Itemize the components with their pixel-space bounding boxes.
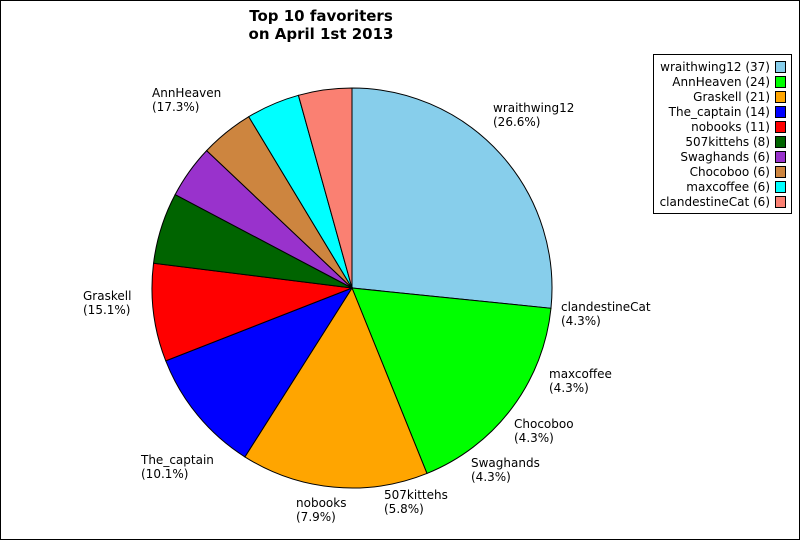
slice-label-507kittehs: 507kittehs (5.8%)	[384, 488, 448, 516]
slice-label-clandestinecat: clandestineCat (4.3%)	[561, 300, 651, 328]
legend-row[interactable]: Swaghands (6)	[660, 149, 786, 164]
pie-slices-group	[151, 87, 553, 489]
legend-row[interactable]: clandestineCat (6)	[660, 194, 786, 209]
legend-color-swatch	[775, 165, 786, 178]
page-title: Top 10 favoriters on April 1st 2013	[248, 7, 394, 43]
legend-label: AnnHeaven (24)	[672, 74, 770, 89]
legend-label: 507kittehs (8)	[685, 134, 770, 149]
slice-label-annheaven: AnnHeaven (17.3%)	[152, 86, 222, 114]
legend-color-swatch	[775, 90, 786, 103]
slice-label-wraithwing12: wraithwing12 (26.6%)	[493, 101, 575, 129]
pie-slice-graskell[interactable]	[244, 286, 428, 489]
slice-label-chocoboo: Chocoboo (4.3%)	[514, 417, 574, 445]
legend-row[interactable]: Graskell (21)	[660, 89, 786, 104]
legend-row[interactable]: AnnHeaven (24)	[660, 74, 786, 89]
legend-row[interactable]: 507kittehs (8)	[660, 134, 786, 149]
legend-color-swatch	[775, 105, 786, 118]
legend-color-swatch	[775, 60, 786, 73]
legend-label: wraithwing12 (37)	[660, 59, 770, 74]
legend-label: maxcoffee (6)	[686, 179, 770, 194]
slice-label-graskell: Graskell (15.1%)	[83, 289, 132, 317]
legend-color-swatch	[775, 150, 786, 163]
pie-slice-nobooks[interactable]	[151, 262, 353, 362]
legend-label: The_captain (14)	[668, 104, 770, 119]
legend-color-swatch	[775, 120, 786, 133]
slice-label-maxcoffee: maxcoffee (4.3%)	[549, 367, 612, 395]
legend-row[interactable]: Chocoboo (6)	[660, 164, 786, 179]
legend-label: clandestineCat (6)	[659, 194, 770, 209]
legend-label: nobooks (11)	[691, 119, 770, 134]
legend-label: Graskell (21)	[693, 89, 770, 104]
pie-slice-clandestinecat[interactable]	[297, 87, 353, 289]
legend-color-swatch	[775, 180, 786, 193]
slice-label-the-captain: The_captain (10.1%)	[141, 453, 214, 481]
pie-slice-the_captain[interactable]	[165, 286, 354, 458]
pie-slice-wraithwing12[interactable]	[351, 87, 553, 309]
legend-row[interactable]: maxcoffee (6)	[660, 179, 786, 194]
legend-row[interactable]: wraithwing12 (37)	[660, 59, 786, 74]
pie-slice-annheaven[interactable]	[351, 287, 552, 475]
legend-color-swatch	[775, 195, 786, 208]
legend: wraithwing12 (37) AnnHeaven (24) Graskell …	[652, 54, 792, 214]
legend-color-swatch	[775, 135, 786, 148]
slice-label-swaghands: Swaghands (4.3%)	[471, 456, 540, 484]
legend-label: Chocoboo (6)	[689, 164, 770, 179]
legend-color-swatch	[775, 75, 786, 88]
legend-row[interactable]: The_captain (14)	[660, 104, 786, 119]
legend-row[interactable]: nobooks (11)	[660, 119, 786, 134]
legend-label: Swaghands (6)	[680, 149, 770, 164]
slice-label-nobooks: nobooks (7.9%)	[296, 496, 347, 524]
